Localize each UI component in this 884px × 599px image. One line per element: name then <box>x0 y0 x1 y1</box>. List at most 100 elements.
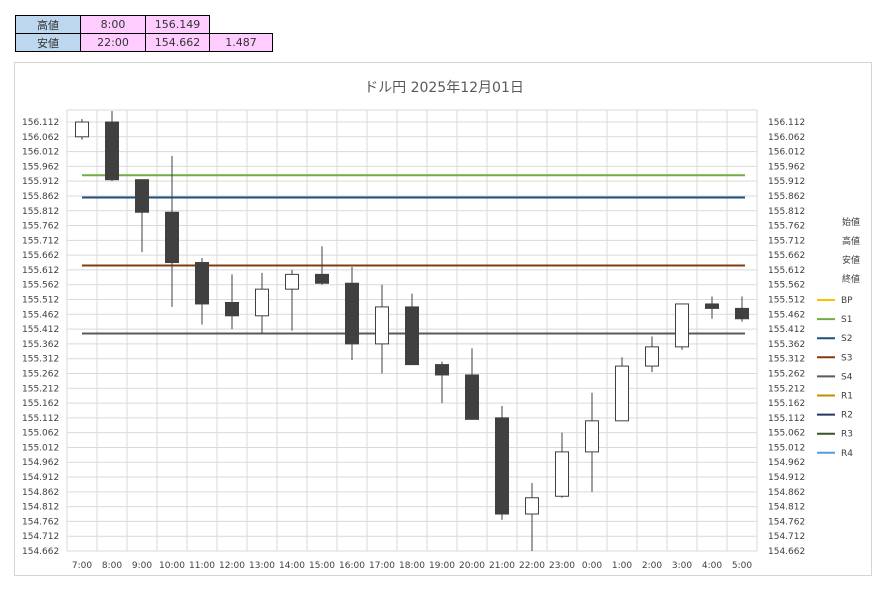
x-tick-label: 11:00 <box>189 561 215 571</box>
x-tick-label: 9:00 <box>132 561 152 571</box>
y-tick-label-left: 155.512 <box>22 296 59 306</box>
legend-label: S2 <box>841 334 852 344</box>
y-tick-label-left: 154.862 <box>22 488 59 498</box>
candle-body <box>675 303 689 348</box>
chart-title: ドル円 2025年12月01日 <box>364 80 524 96</box>
y-tick-label-left: 155.262 <box>22 369 59 379</box>
range-value: 1.487 <box>209 33 273 52</box>
candle <box>555 432 569 498</box>
legend-entry: R3 <box>817 430 853 440</box>
legend-entry: S4 <box>817 372 853 382</box>
x-tick-label: 7:00 <box>72 561 92 571</box>
legend-entry: R4 <box>817 449 853 459</box>
candle-body <box>345 282 359 345</box>
x-tick-label: 4:00 <box>702 561 722 571</box>
legend-entry: S1 <box>817 315 852 325</box>
candle-body <box>225 301 239 317</box>
y-tick-label-right: 156.012 <box>768 148 805 158</box>
candle-body <box>705 303 719 309</box>
y-tick-label-right: 155.662 <box>768 251 805 261</box>
y-tick-label-right: 154.912 <box>768 473 805 483</box>
y-tick-label-left: 155.362 <box>22 340 59 350</box>
candle <box>315 246 329 285</box>
legend-label: BP <box>841 296 853 306</box>
y-tick-label-left: 155.612 <box>22 266 59 276</box>
x-tick-label: 21:00 <box>489 561 515 571</box>
x-tick-label: 17:00 <box>369 561 395 571</box>
candle-body <box>735 307 749 320</box>
candle <box>675 303 689 350</box>
y-tick-label-left: 156.012 <box>22 148 59 158</box>
candle <box>735 296 749 322</box>
candle <box>495 406 509 520</box>
y-tick-label-left: 155.662 <box>22 251 59 261</box>
y-tick-label-right: 155.112 <box>768 414 805 424</box>
y-tick-label-left: 155.162 <box>22 399 59 409</box>
legend-entry: R1 <box>817 392 853 402</box>
y-tick-label-left: 154.912 <box>22 473 59 483</box>
x-tick-label: 12:00 <box>219 561 245 571</box>
y-tick-label-left: 154.962 <box>22 458 59 468</box>
y-tick-label-left: 156.062 <box>22 133 59 143</box>
y-tick-label-left: 155.212 <box>22 384 59 394</box>
candle <box>405 293 419 366</box>
x-tick-label: 14:00 <box>279 561 305 571</box>
y-tick-label-right: 155.062 <box>768 429 805 439</box>
legend-entry: S3 <box>817 353 852 363</box>
candle-body <box>105 121 119 181</box>
y-tick-label-left: 155.012 <box>22 443 59 453</box>
low-row: 安値 22:00 154.662 1.487 <box>15 33 273 52</box>
legend-entry: BP <box>817 296 853 306</box>
candle <box>645 336 659 373</box>
legend-entry: 高値 <box>842 235 860 247</box>
x-tick-label: 5:00 <box>732 561 752 571</box>
candle <box>585 392 599 492</box>
high-label: 高値 <box>15 15 81 34</box>
x-tick-label: 23:00 <box>549 561 575 571</box>
legend-entry: 始値 <box>842 216 860 228</box>
high-low-table: 高値 8:00 156.149 安値 22:00 154.662 1.487 <box>15 15 273 52</box>
x-tick-label: 20:00 <box>459 561 485 571</box>
y-tick-label-right: 155.512 <box>768 296 805 306</box>
candle <box>255 272 269 334</box>
low-time: 22:00 <box>80 33 146 52</box>
candle-body <box>375 306 389 345</box>
y-tick-label-right: 155.562 <box>768 281 805 291</box>
candle <box>105 111 119 182</box>
x-tick-label: 2:00 <box>642 561 662 571</box>
y-tick-label-left: 155.912 <box>22 177 59 187</box>
y-tick-label-right: 154.662 <box>768 547 805 557</box>
legend-label: R2 <box>841 411 853 421</box>
y-tick-label-right: 155.362 <box>768 340 805 350</box>
legend-entry: 終値 <box>842 273 860 285</box>
x-tick-label: 8:00 <box>102 561 122 571</box>
y-tick-label-right: 156.112 <box>768 118 805 128</box>
legend-label: S4 <box>841 372 853 382</box>
y-tick-label-right: 156.062 <box>768 133 805 143</box>
low-value: 154.662 <box>145 33 210 52</box>
y-tick-label-left: 155.062 <box>22 429 59 439</box>
candle-body <box>255 288 269 317</box>
low-label: 安値 <box>15 33 81 52</box>
y-tick-label-left: 155.462 <box>22 310 59 320</box>
x-tick-label: 15:00 <box>309 561 335 571</box>
y-tick-label-right: 155.012 <box>768 443 805 453</box>
candle <box>285 269 299 331</box>
candle-body <box>315 273 329 284</box>
y-tick-label-left: 155.762 <box>22 222 59 232</box>
y-tick-label-left: 155.562 <box>22 281 59 291</box>
legend-entry: R2 <box>817 411 853 421</box>
candle <box>225 274 239 330</box>
y-tick-label-right: 155.212 <box>768 384 805 394</box>
candle-body <box>555 451 569 497</box>
y-tick-label-right: 154.762 <box>768 517 805 527</box>
candle <box>705 296 719 319</box>
candle <box>375 284 389 374</box>
y-tick-label-left: 154.712 <box>22 532 59 542</box>
legend-entry: S2 <box>817 334 852 344</box>
candle <box>435 361 449 404</box>
legend-entry: 安値 <box>842 254 860 266</box>
y-tick-label-right: 155.912 <box>768 177 805 187</box>
y-tick-label-right: 154.862 <box>768 488 805 498</box>
